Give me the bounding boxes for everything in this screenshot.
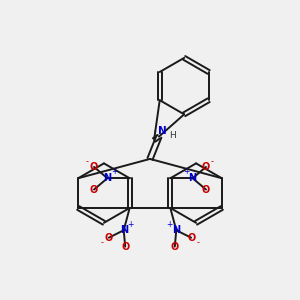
Text: O: O [121,242,129,252]
Text: +: + [127,220,134,230]
Text: -: - [86,157,89,166]
Text: N: N [189,173,197,183]
Text: O: O [90,162,98,172]
Text: +: + [183,167,189,176]
Text: O: O [105,233,113,243]
Text: N: N [172,225,180,235]
Text: H: H [169,131,176,140]
Text: N: N [103,173,111,183]
Text: N: N [158,125,167,136]
Text: O: O [202,184,210,194]
Text: O: O [171,242,179,252]
Text: -: - [196,238,199,247]
Text: O: O [202,162,210,172]
Text: O: O [90,184,98,194]
Text: -: - [211,157,214,166]
Text: -: - [101,238,104,247]
Text: +: + [111,167,117,176]
Text: N: N [120,225,128,235]
Text: +: + [167,220,173,230]
Text: O: O [187,233,195,243]
